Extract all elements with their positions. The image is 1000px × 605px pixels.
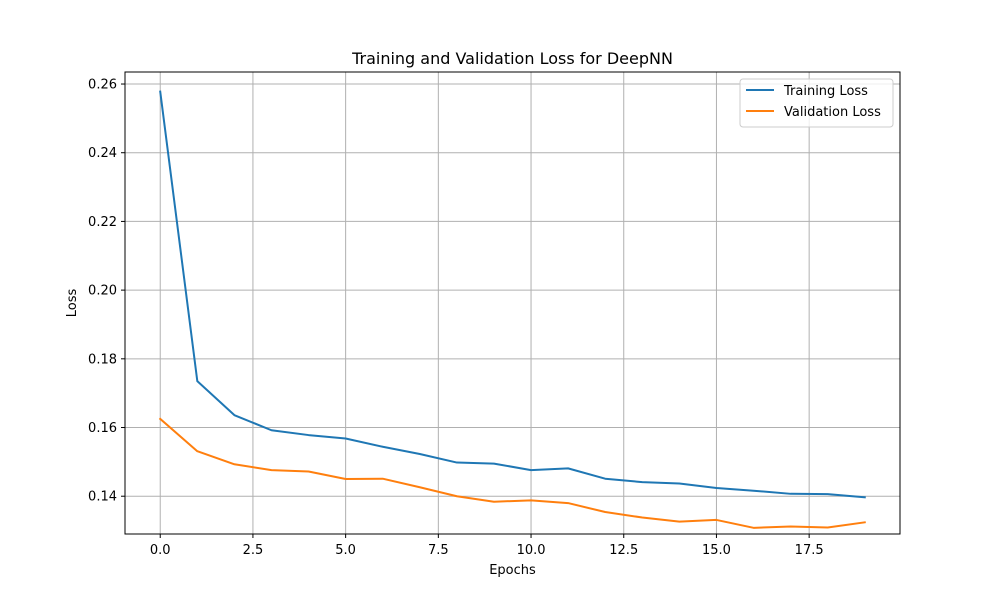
axis-ticks: 0.0 2.5 5.0 7.5 10.0 12.5 15.0 17.5 0.14 0.16 0.18… (88, 78, 824, 558)
series-line-training-loss (159, 90, 866, 499)
y-tick-label: 0.16 (88, 421, 117, 436)
legend: Training Loss Validation Loss (739, 78, 894, 128)
y-tick-label: 0.18 (88, 352, 117, 367)
y-tick-label: 0.26 (88, 78, 117, 93)
x-tick-label: 17.5 (795, 543, 824, 558)
x-axis-label: Epochs (489, 563, 536, 578)
x-tick-label: 0.0 (150, 543, 171, 558)
y-tick-label: 0.24 (88, 146, 117, 161)
plot-frame (124, 71, 901, 535)
y-axis-label: Loss (65, 289, 80, 318)
x-tick-label: 2.5 (243, 543, 264, 558)
x-tick-label: 5.0 (335, 543, 356, 558)
x-tick-label: 10.0 (517, 543, 546, 558)
y-tick-label: 0.22 (88, 215, 117, 230)
y-tick-label: 0.20 (88, 284, 117, 299)
legend-label-validation-loss: Validation Loss (784, 105, 881, 120)
legend-label-training-loss: Training Loss (783, 84, 868, 99)
x-tick-label: 15.0 (702, 543, 731, 558)
series-lines (158, 90, 866, 529)
x-tick-label: 7.5 (428, 543, 449, 558)
series-line-validation-loss (158, 417, 866, 529)
y-tick-label: 0.14 (88, 490, 117, 505)
grid (125, 72, 900, 534)
x-tick-label: 12.5 (609, 543, 638, 558)
legend-box (739, 78, 894, 128)
chart-title: Training and Validation Loss for DeepNN (351, 49, 673, 68)
